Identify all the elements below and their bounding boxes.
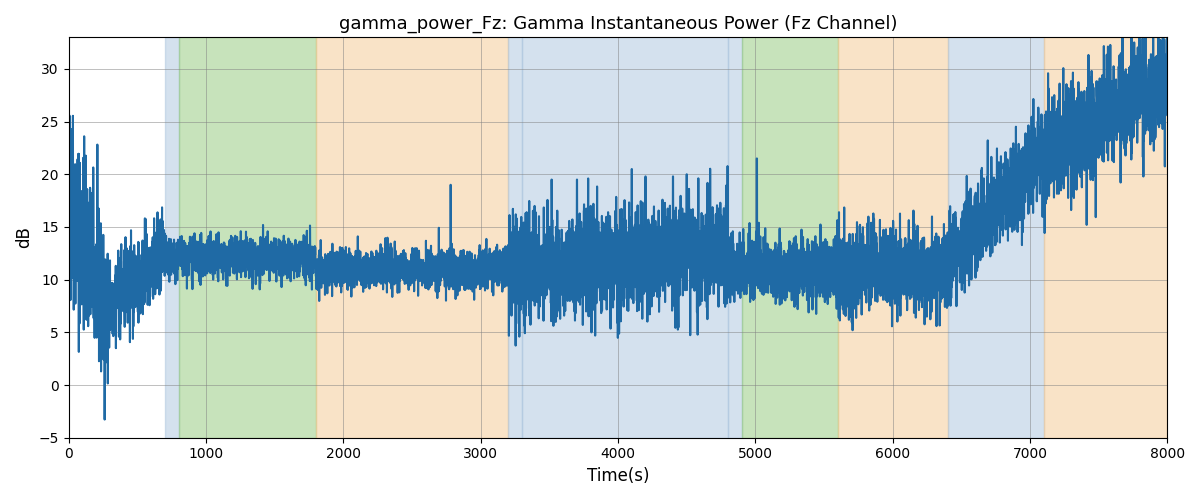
Bar [316,38,508,438]
Y-axis label: dB: dB [16,226,34,248]
Bar [742,38,838,438]
Bar [508,38,522,438]
Bar [179,38,316,438]
Bar [164,38,179,438]
Bar [728,38,742,438]
Bar [522,38,728,438]
Bar [948,38,1044,438]
Title: gamma_power_Fz: Gamma Instantaneous Power (Fz Channel): gamma_power_Fz: Gamma Instantaneous Powe… [338,15,898,34]
Bar [838,38,948,438]
Bar [1044,38,1168,438]
X-axis label: Time(s): Time(s) [587,467,649,485]
